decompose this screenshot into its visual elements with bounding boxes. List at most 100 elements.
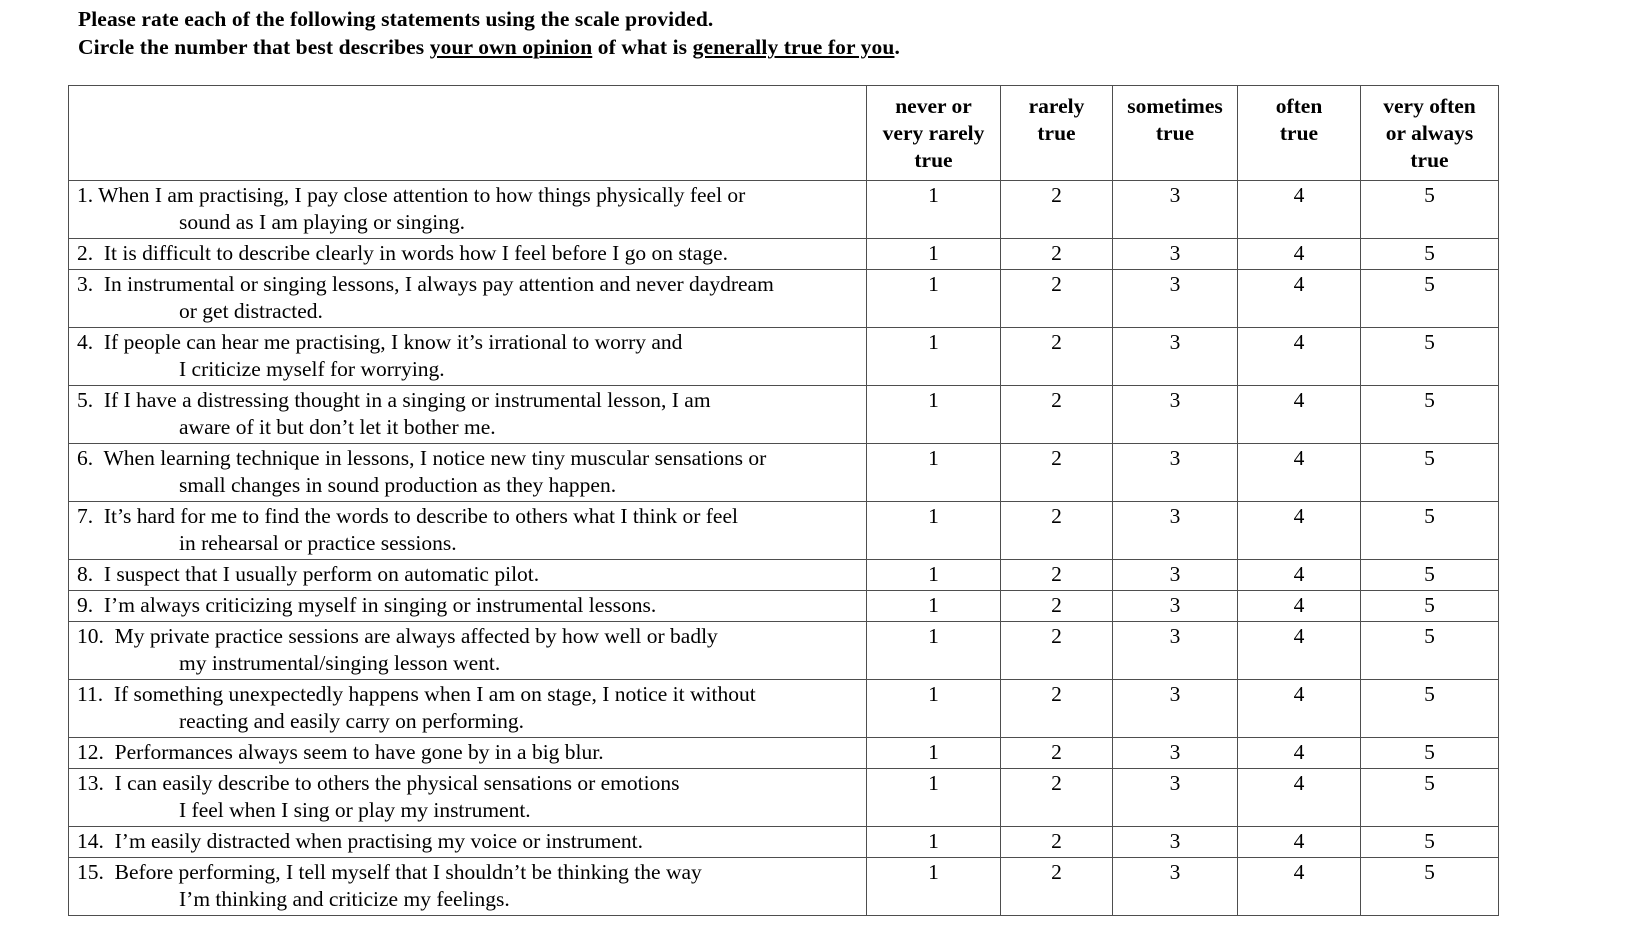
rating-cell-2[interactable]: 2 [1000,269,1113,328]
statement-cell: 6. When learning technique in lessons, I… [68,443,867,502]
column-header-line: never or [895,94,972,118]
rating-cell-5[interactable]: 5 [1360,385,1499,444]
rating-cell-2[interactable]: 2 [1000,826,1113,858]
rating-cell-4[interactable]: 4 [1237,238,1361,270]
rating-cell-4[interactable]: 4 [1237,501,1361,560]
rating-cell-4[interactable]: 4 [1237,679,1361,738]
rating-cell-2[interactable]: 2 [1000,857,1113,916]
rating-cell-4[interactable]: 4 [1237,857,1361,916]
rating-cell-1[interactable]: 1 [866,768,1001,827]
rating-cell-5[interactable]: 5 [1360,737,1499,769]
rating-cell-4[interactable]: 4 [1237,385,1361,444]
rating-cell-3[interactable]: 3 [1112,327,1238,386]
rating-cell-5[interactable]: 5 [1360,826,1499,858]
statement-cell: 12. Performances always seem to have gon… [68,737,867,769]
rating-cell-1[interactable]: 1 [866,857,1001,916]
rating-cell-2[interactable]: 2 [1000,385,1113,444]
table-row-4: 4. If people can hear me practising, I k… [68,327,1499,386]
rating-cell-3[interactable]: 3 [1112,443,1238,502]
rating-cell-4[interactable]: 4 [1237,180,1361,239]
rating-cell-4[interactable]: 4 [1237,269,1361,328]
rating-cell-4[interactable]: 4 [1237,559,1361,591]
rating-cell-3[interactable]: 3 [1112,826,1238,858]
rating-cell-2[interactable]: 2 [1000,180,1113,239]
rating-cell-5[interactable]: 5 [1360,327,1499,386]
rating-cell-5[interactable]: 5 [1360,621,1499,680]
table-row-11: 11. If something unexpectedly happens wh… [68,679,1499,738]
rating-cell-4[interactable]: 4 [1237,768,1361,827]
table-row-14: 14. I’m easily distracted when practisin… [68,826,1499,858]
rating-cell-4[interactable]: 4 [1237,327,1361,386]
rating-cell-3[interactable]: 3 [1112,559,1238,591]
rating-cell-2[interactable]: 2 [1000,679,1113,738]
rating-cell-4[interactable]: 4 [1237,737,1361,769]
rating-cell-1[interactable]: 1 [866,737,1001,769]
statement-line-1: 11. If something unexpectedly happens wh… [77,682,756,706]
statement-cell: 7. It’s hard for me to find the words to… [68,501,867,560]
column-header-often-true: often true [1237,85,1361,181]
column-header-line: very often [1383,94,1476,118]
rating-cell-3[interactable]: 3 [1112,501,1238,560]
rating-cell-3[interactable]: 3 [1112,180,1238,239]
rating-cell-2[interactable]: 2 [1000,559,1113,591]
column-header-sometimes-true: sometimes true [1112,85,1238,181]
rating-cell-2[interactable]: 2 [1000,737,1113,769]
rating-cell-5[interactable]: 5 [1360,238,1499,270]
rating-cell-1[interactable]: 1 [866,180,1001,239]
rating-cell-3[interactable]: 3 [1112,621,1238,680]
rating-cell-4[interactable]: 4 [1237,621,1361,680]
rating-cell-3[interactable]: 3 [1112,768,1238,827]
statement-line-2: or get distracted. [179,299,323,323]
rating-cell-5[interactable]: 5 [1360,559,1499,591]
rating-cell-1[interactable]: 1 [866,443,1001,502]
rating-cell-1[interactable]: 1 [866,590,1001,622]
rating-cell-1[interactable]: 1 [866,559,1001,591]
rating-cell-5[interactable]: 5 [1360,857,1499,916]
rating-cell-2[interactable]: 2 [1000,238,1113,270]
rating-cell-4[interactable]: 4 [1237,443,1361,502]
rating-cell-5[interactable]: 5 [1360,443,1499,502]
table-row-13: 13. I can easily describe to others the … [68,768,1499,827]
rating-cell-5[interactable]: 5 [1360,590,1499,622]
instruction-line-2-suffix: . [894,35,900,59]
rating-cell-1[interactable]: 1 [866,501,1001,560]
column-header-very-often-or-always-true: very often or always true [1360,85,1499,181]
column-header-line: or always [1385,121,1474,145]
rating-cell-2[interactable]: 2 [1000,590,1113,622]
rating-cell-5[interactable]: 5 [1360,269,1499,328]
rating-cell-3[interactable]: 3 [1112,679,1238,738]
statement-line-2: I feel when I sing or play my instrument… [179,798,531,822]
rating-cell-5[interactable]: 5 [1360,679,1499,738]
rating-cell-1[interactable]: 1 [866,269,1001,328]
column-header-line: true [1037,121,1076,145]
rating-cell-1[interactable]: 1 [866,621,1001,680]
rating-cell-1[interactable]: 1 [866,826,1001,858]
rating-cell-1[interactable]: 1 [866,238,1001,270]
rating-cell-4[interactable]: 4 [1237,826,1361,858]
rating-cell-4[interactable]: 4 [1237,590,1361,622]
rating-cell-3[interactable]: 3 [1112,385,1238,444]
rating-cell-5[interactable]: 5 [1360,501,1499,560]
rating-cell-3[interactable]: 3 [1112,269,1238,328]
rating-cell-3[interactable]: 3 [1112,590,1238,622]
rating-cell-1[interactable]: 1 [866,679,1001,738]
rating-cell-5[interactable]: 5 [1360,180,1499,239]
rating-cell-3[interactable]: 3 [1112,238,1238,270]
instruction-line-2-middle: of what is [592,35,693,59]
statement-cell: 13. I can easily describe to others the … [68,768,867,827]
statement-line-2: I criticize myself for worrying. [179,357,445,381]
rating-cell-5[interactable]: 5 [1360,768,1499,827]
rating-cell-2[interactable]: 2 [1000,443,1113,502]
rating-cell-1[interactable]: 1 [866,385,1001,444]
rating-cell-1[interactable]: 1 [866,327,1001,386]
rating-cell-2[interactable]: 2 [1000,327,1113,386]
rating-cell-2[interactable]: 2 [1000,501,1113,560]
column-header-line: true [1279,121,1319,145]
rating-cell-2[interactable]: 2 [1000,621,1113,680]
rating-cell-2[interactable]: 2 [1000,768,1113,827]
rating-cell-3[interactable]: 3 [1112,857,1238,916]
column-header-line: very rarely [882,121,985,145]
statement-line-1: 14. I’m easily distracted when practisin… [77,829,644,853]
statement-cell: 10. My private practice sessions are alw… [68,621,867,680]
rating-cell-3[interactable]: 3 [1112,737,1238,769]
